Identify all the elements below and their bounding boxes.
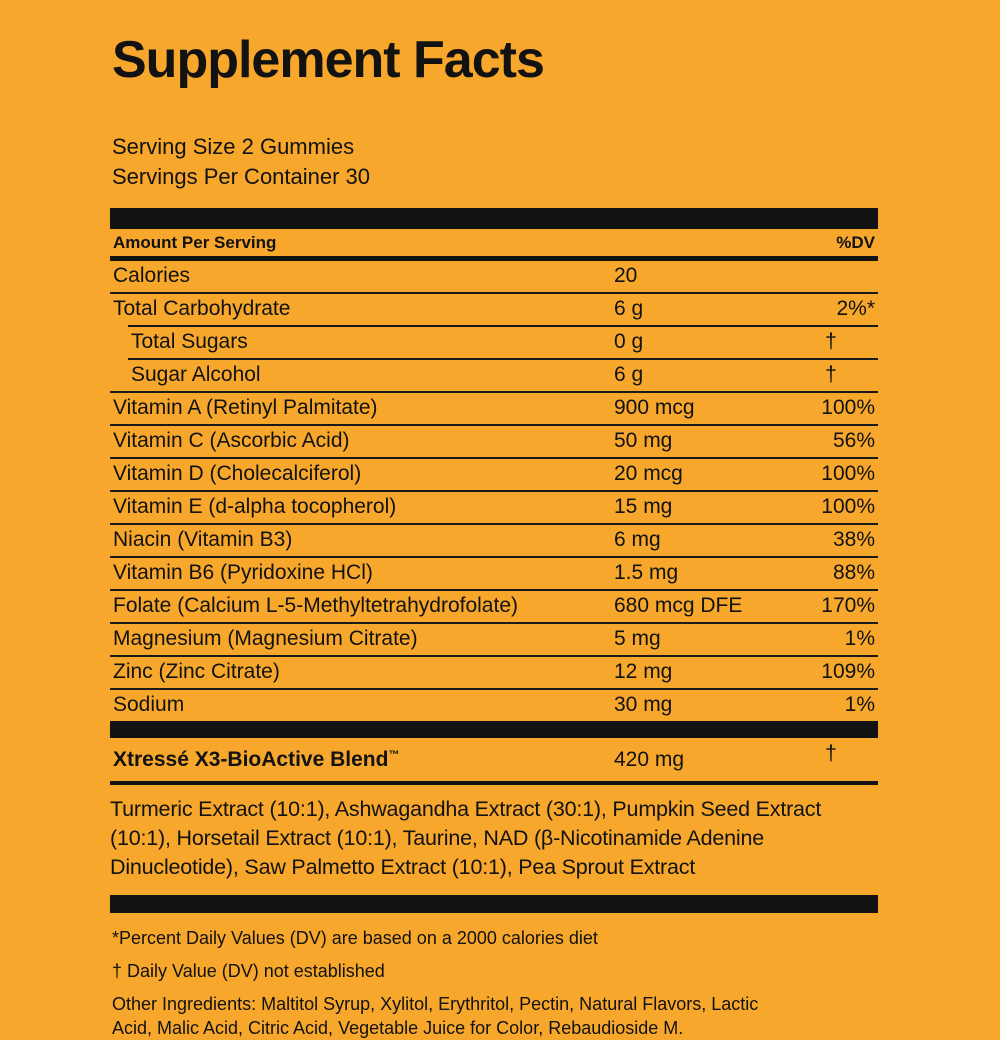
table-row: Vitamin D (Cholecalciferol) 20 mcg 100% xyxy=(110,459,878,490)
table-row: Folate (Calcium L-5-Methyltetrahydrofola… xyxy=(110,591,878,622)
row-dv: † xyxy=(825,363,837,386)
row-divider xyxy=(128,325,878,327)
serving-info: Serving Size 2 Gummies Servings Per Cont… xyxy=(112,132,878,192)
row-dv: † xyxy=(825,330,837,353)
blend-name-text: Xtressé X3-BioActive Blend xyxy=(113,748,389,771)
table-row: Vitamin B6 (Pyridoxine HCl) 1.5 mg 88% xyxy=(110,558,878,589)
other-ingredients: Other Ingredients: Maltitol Syrup, Xylit… xyxy=(112,994,759,1038)
row-amount: 50 mg xyxy=(614,429,673,452)
bottom-separator-bar xyxy=(110,895,878,913)
row-dv: 100% xyxy=(821,396,875,419)
table-row: Niacin (Vitamin B3) 6 mg 38% xyxy=(110,525,878,556)
serving-size: Serving Size 2 Gummies xyxy=(112,134,355,159)
blend-rule xyxy=(110,781,878,785)
row-amount: 12 mg xyxy=(614,660,673,683)
row-amount: 1.5 mg xyxy=(614,561,679,584)
row-amount: 6 g xyxy=(614,297,644,320)
row-dv: 100% xyxy=(821,495,875,518)
table-row: Vitamin A (Retinyl Palmitate) 900 mcg 100% xyxy=(110,393,878,424)
row-name: Sodium xyxy=(113,693,185,716)
table-row: Total Carbohydrate 6 g 2%* xyxy=(110,294,878,325)
row-name: Niacin (Vitamin B3) xyxy=(113,528,293,551)
row-dv: 1% xyxy=(844,693,875,716)
row-name: Vitamin B6 (Pyridoxine HCl) xyxy=(113,561,373,584)
row-divider xyxy=(110,391,878,393)
row-name: Calories xyxy=(113,264,191,287)
row-divider xyxy=(110,655,878,657)
trademark-symbol: ™ xyxy=(388,749,400,761)
row-divider xyxy=(110,622,878,624)
table-row: Sodium 30 mg 1% xyxy=(110,690,878,721)
row-dv: 1% xyxy=(844,627,875,650)
amount-per-serving-label: Amount Per Serving xyxy=(113,233,277,252)
row-name: Vitamin C (Ascorbic Acid) xyxy=(113,429,350,452)
blend-row: Xtressé X3-BioActive Blend™ 420 mg † xyxy=(110,738,878,781)
row-divider xyxy=(110,457,878,459)
facts-table: Amount Per Serving %DV Calories 20 Total C… xyxy=(110,208,878,913)
row-divider xyxy=(110,523,878,525)
supplement-facts-title: Supplement Facts xyxy=(112,31,545,89)
row-name: Magnesium (Magnesium Citrate) xyxy=(113,627,418,650)
footnote-dagger: † Daily Value (DV) not established xyxy=(112,961,385,981)
row-amount: 0 g xyxy=(614,330,644,353)
row-divider xyxy=(110,688,878,690)
facts-rows: Calories 20 Total Carbohydrate 6 g 2%* Total … xyxy=(110,261,878,721)
row-name: Vitamin D (Cholecalciferol) xyxy=(113,462,362,485)
servings-per-container: Servings Per Container 30 xyxy=(112,164,371,189)
row-name: Folate (Calcium L-5-Methyltetrahydrofola… xyxy=(113,594,518,617)
row-name: Vitamin A (Retinyl Palmitate) xyxy=(113,396,378,419)
table-row: Calories 20 xyxy=(110,261,878,292)
blend-ingredients: Turmeric Extract (10:1), Ashwagandha Ext… xyxy=(110,797,822,879)
row-amount: 15 mg xyxy=(614,495,673,518)
row-amount: 6 g xyxy=(614,363,644,386)
row-divider xyxy=(110,292,878,294)
row-dv: 56% xyxy=(832,429,875,452)
row-dv: 88% xyxy=(832,561,875,584)
row-amount: 20 mcg xyxy=(614,462,683,485)
row-dv: 100% xyxy=(821,462,875,485)
table-row: Vitamin C (Ascorbic Acid) 50 mg 56% xyxy=(110,426,878,457)
supplement-label: { "page": { "title": "Supplement Facts",… xyxy=(110,34,878,1038)
blend-separator-bar xyxy=(110,721,878,738)
row-amount: 6 mg xyxy=(614,528,661,551)
table-row: Total Sugars 0 g † xyxy=(110,327,878,358)
row-divider xyxy=(110,424,878,426)
row-name: Zinc (Zinc Citrate) xyxy=(113,660,280,683)
row-dv: 109% xyxy=(821,660,875,683)
row-dv: 38% xyxy=(832,528,875,551)
row-divider xyxy=(110,556,878,558)
row-amount: 20 xyxy=(614,264,638,287)
table-row: Magnesium (Magnesium Citrate) 5 mg 1% xyxy=(110,624,878,655)
row-amount: 900 mcg xyxy=(614,396,695,419)
row-dv: 170% xyxy=(821,594,875,617)
table-row: Zinc (Zinc Citrate) 12 mg 109% xyxy=(110,657,878,688)
table-row: Sugar Alcohol 6 g † xyxy=(110,360,878,391)
top-separator-bar xyxy=(110,208,878,229)
row-name: Total Carbohydrate xyxy=(113,297,291,320)
row-dv: 2%* xyxy=(836,297,875,320)
blend-dv: † xyxy=(825,742,837,765)
row-amount: 5 mg xyxy=(614,627,661,650)
row-name: Sugar Alcohol xyxy=(131,363,261,386)
row-name: Total Sugars xyxy=(131,330,248,353)
blend-name: Xtressé X3-BioActive Blend™ xyxy=(113,748,614,772)
dv-header-label: %DV xyxy=(836,233,875,252)
row-amount: 30 mg xyxy=(614,693,673,716)
row-divider xyxy=(110,490,878,492)
row-amount: 680 mcg DFE xyxy=(614,594,743,617)
blend-amount: 420 mg xyxy=(614,748,685,771)
table-header: Amount Per Serving %DV xyxy=(110,229,878,256)
row-divider xyxy=(110,589,878,591)
footnote-percent-dv: *Percent Daily Values (DV) are based on … xyxy=(112,928,598,948)
row-divider xyxy=(128,358,878,360)
footnotes: *Percent Daily Values (DV) are based on … xyxy=(112,926,878,1040)
row-name: Vitamin E (d-alpha tocopherol) xyxy=(113,495,397,518)
table-row: Vitamin E (d-alpha tocopherol) 15 mg 100% xyxy=(110,492,878,523)
header-rule xyxy=(110,256,878,261)
